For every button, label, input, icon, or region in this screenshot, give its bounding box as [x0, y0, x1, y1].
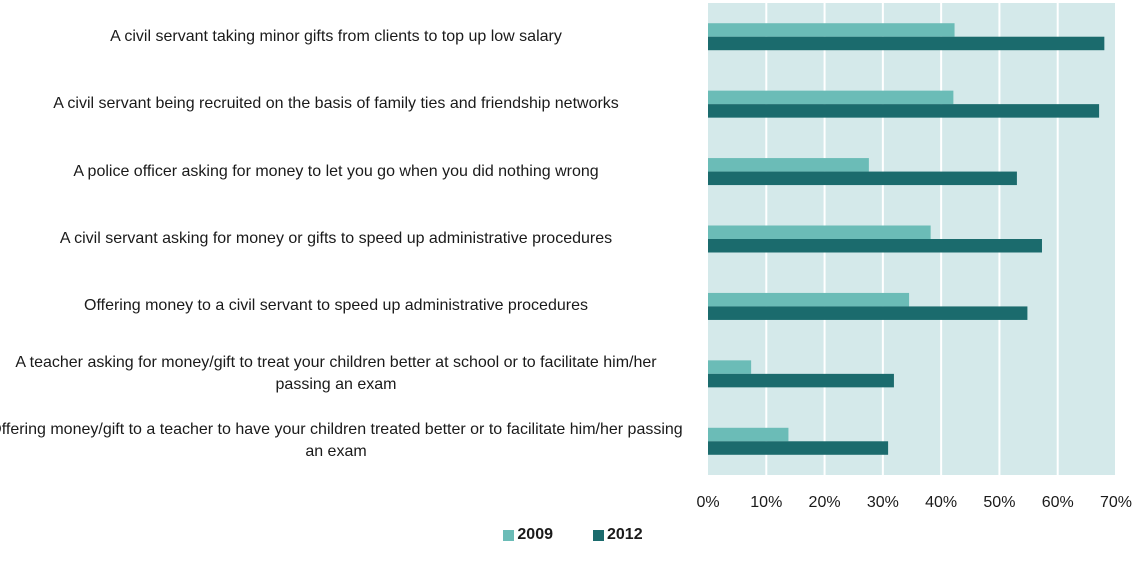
bar-2009-4	[708, 292, 910, 307]
bar-2009-6	[708, 427, 789, 442]
x-tick-label: 70%	[1099, 494, 1133, 511]
x-tick-label: 60%	[1041, 494, 1074, 511]
category-label: Offering money/gift to a teacher to have…	[0, 421, 683, 461]
x-tick-label: 20%	[808, 494, 841, 511]
bar-2009-0	[708, 23, 955, 37]
category-label: A civil servant asking for money or gift…	[59, 230, 613, 247]
category-label: Offering money to a civil servant to spe…	[84, 297, 588, 315]
legend-label: 2012	[607, 526, 643, 543]
legend-swatch	[503, 529, 515, 541]
bar-2012-3	[708, 239, 1042, 253]
bar-2012-5	[708, 373, 894, 388]
bars	[708, 23, 1105, 455]
category-label: A teacher asking for money/gift to treat…	[15, 353, 657, 393]
bar-2012-0	[708, 36, 1105, 51]
category-label: A civil servant taking minor gifts from …	[110, 27, 562, 45]
x-tick-label: 50%	[983, 494, 1016, 511]
bar-2012-4	[708, 306, 1028, 320]
category-label: A police officer asking for money to let…	[73, 162, 599, 180]
bar-2009-2	[708, 158, 869, 172]
bar-2009-5	[708, 360, 752, 374]
bar-2012-1	[708, 104, 1100, 118]
x-tick-label: 10%	[750, 494, 783, 511]
category-label: A civil servant being recruited on the b…	[53, 95, 619, 113]
x-tick-label: 30%	[866, 494, 899, 511]
legend-label: 2009	[517, 526, 553, 543]
legend-swatch	[593, 529, 604, 541]
x-tick-label: 40%	[925, 494, 958, 511]
legend-item-2012: 2012	[593, 526, 643, 544]
bar-2009-1	[708, 90, 954, 105]
bar-2012-2	[708, 171, 1017, 186]
x-tick-label: 0%	[696, 494, 720, 511]
legend-item-2009: 2009	[503, 526, 553, 544]
legend: 2009 2012	[0, 526, 1146, 546]
bar-2012-6	[708, 441, 889, 455]
bar-2009-3	[708, 225, 931, 239]
